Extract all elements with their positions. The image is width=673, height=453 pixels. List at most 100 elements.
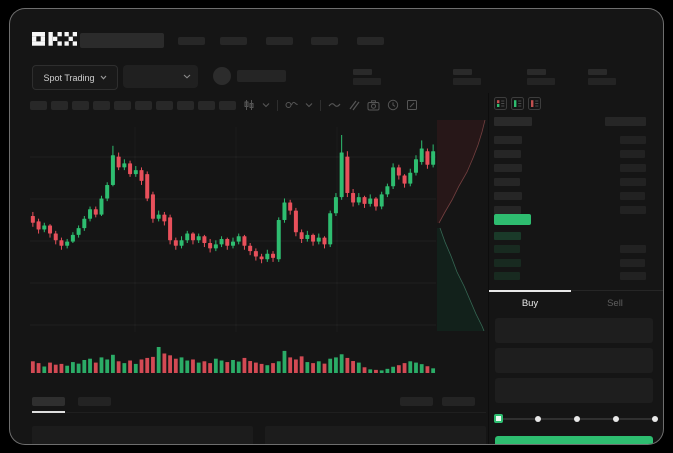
- nav-item-placeholder[interactable]: [266, 37, 293, 45]
- stat-value-placeholder: [453, 78, 481, 85]
- bottom-bar: [10, 393, 488, 444]
- slider-handle[interactable]: [494, 414, 503, 423]
- toolbar-separator: [277, 99, 278, 111]
- candles-layer: [30, 135, 436, 264]
- timeframe-tab-placeholder[interactable]: [135, 101, 152, 110]
- search-bar-placeholder[interactable]: [80, 33, 164, 48]
- ask-row-price-placeholder[interactable]: [494, 150, 521, 158]
- ask-row-price-placeholder[interactable]: [494, 192, 522, 200]
- line-tool-icon[interactable]: [328, 100, 341, 110]
- compare-icon[interactable]: [348, 99, 360, 111]
- camera-icon[interactable]: [367, 99, 380, 111]
- bottom-action-placeholder[interactable]: [400, 397, 433, 406]
- okx-logo[interactable]: [32, 32, 77, 46]
- stat-label-placeholder: [353, 69, 372, 75]
- ask-row-price-placeholder[interactable]: [494, 178, 520, 186]
- tab-buy[interactable]: Buy: [521, 297, 539, 309]
- timeframe-tab-placeholder[interactable]: [156, 101, 173, 110]
- chart-toolbar: [10, 95, 488, 117]
- ask-row-price-placeholder[interactable]: [494, 206, 521, 214]
- orders-panel-placeholder: [265, 426, 486, 444]
- market-type-dropdown[interactable]: Spot Trading: [32, 65, 118, 90]
- timeframe-tab-placeholder[interactable]: [30, 101, 47, 110]
- order-input-placeholder[interactable]: [495, 318, 653, 343]
- ask-row-size-placeholder: [620, 206, 646, 214]
- pair-avatar[interactable]: [213, 67, 231, 85]
- bottom-tab-placeholder[interactable]: [78, 397, 111, 406]
- bid-row-size-placeholder: [620, 272, 646, 281]
- timeframe-tab-placeholder[interactable]: [177, 101, 194, 110]
- panel-divider: [488, 93, 489, 444]
- ask-row-price-placeholder[interactable]: [494, 136, 522, 144]
- bottom-tabs-divider: [32, 412, 486, 413]
- bid-row-size-placeholder: [620, 258, 645, 267]
- depth-chart: [437, 120, 489, 331]
- stat-value-placeholder: [588, 78, 616, 85]
- chevron-down-icon[interactable]: [262, 102, 270, 108]
- order-input-placeholder[interactable]: [495, 348, 653, 373]
- trade-form-panel: Buy Sell: [489, 290, 663, 444]
- order-input-placeholder[interactable]: [495, 378, 653, 403]
- book-combined-icon[interactable]: [494, 97, 507, 110]
- chevron-down-icon: [183, 74, 191, 79]
- candlestick-chart[interactable]: [30, 117, 436, 377]
- tabs-divider: [489, 290, 663, 291]
- timeframe-tab-placeholder[interactable]: [198, 101, 215, 110]
- book-bids-icon[interactable]: [511, 97, 524, 110]
- trade-bar: Spot Trading: [10, 59, 663, 93]
- timeframe-tab-placeholder[interactable]: [72, 101, 89, 110]
- nav-item-placeholder[interactable]: [220, 37, 247, 45]
- bottom-action-placeholder[interactable]: [442, 397, 475, 406]
- stat-label-placeholder: [453, 69, 472, 75]
- stat-value-placeholder: [527, 78, 555, 85]
- timeframe-tab-placeholder[interactable]: [114, 101, 131, 110]
- tab-sell[interactable]: Sell: [607, 297, 623, 309]
- history-icon[interactable]: [387, 99, 399, 111]
- bid-row-size-placeholder: [620, 245, 646, 254]
- chevron-down-icon: [100, 75, 106, 80]
- ask-row-size-placeholder: [620, 150, 645, 158]
- fullscreen-icon[interactable]: [406, 99, 418, 111]
- timeframe-tab-placeholder[interactable]: [219, 101, 236, 110]
- slider-stop-dot[interactable]: [613, 416, 619, 422]
- stat-label-placeholder: [527, 69, 546, 75]
- pair-name-placeholder: [237, 70, 286, 82]
- candles-icon[interactable]: [243, 99, 255, 111]
- ask-row-price-placeholder[interactable]: [494, 164, 522, 172]
- last-price-bar[interactable]: [494, 214, 531, 225]
- nav-item-placeholder[interactable]: [311, 37, 338, 45]
- market-type-label: Spot Trading: [43, 72, 95, 83]
- app-window: Spot Trading: [9, 8, 664, 445]
- ask-row-size-placeholder: [620, 192, 645, 200]
- ask-row-size-placeholder: [620, 164, 646, 172]
- nav-item-placeholder[interactable]: [357, 37, 384, 45]
- book-header-left-placeholder: [494, 117, 532, 126]
- bid-row-price-placeholder[interactable]: [494, 272, 520, 281]
- nav-item-placeholder[interactable]: [178, 37, 205, 45]
- stat-value-placeholder: [353, 78, 381, 85]
- bid-row-price-placeholder[interactable]: [494, 232, 521, 240]
- active-bottom-tab-underline: [32, 411, 65, 413]
- timeframe-tab-placeholder[interactable]: [51, 101, 68, 110]
- toolbar-separator: [320, 99, 321, 111]
- slider-stop-dot[interactable]: [574, 416, 580, 422]
- amount-slider[interactable]: [494, 413, 659, 425]
- bid-row-price-placeholder[interactable]: [494, 258, 521, 267]
- indicator-icon[interactable]: [285, 99, 298, 111]
- timeframe-tab-placeholder[interactable]: [93, 101, 110, 110]
- volume-layer: [30, 347, 436, 373]
- orders-panel-placeholder: [32, 426, 253, 444]
- stat-label-placeholder: [588, 69, 607, 75]
- chevron-down-icon[interactable]: [305, 102, 313, 108]
- bottom-tab-placeholder[interactable]: [32, 397, 65, 406]
- slider-stop-dot[interactable]: [652, 416, 658, 422]
- ask-row-size-placeholder: [620, 136, 646, 144]
- buy-submit-button[interactable]: [495, 436, 653, 444]
- book-header-right-placeholder: [605, 117, 646, 126]
- book-asks-icon[interactable]: [528, 97, 541, 110]
- pair-select[interactable]: [123, 65, 198, 88]
- order-book-panel: [489, 93, 663, 289]
- active-tab-underline: [489, 290, 571, 292]
- bid-row-price-placeholder[interactable]: [494, 245, 520, 254]
- slider-stop-dot[interactable]: [535, 416, 541, 422]
